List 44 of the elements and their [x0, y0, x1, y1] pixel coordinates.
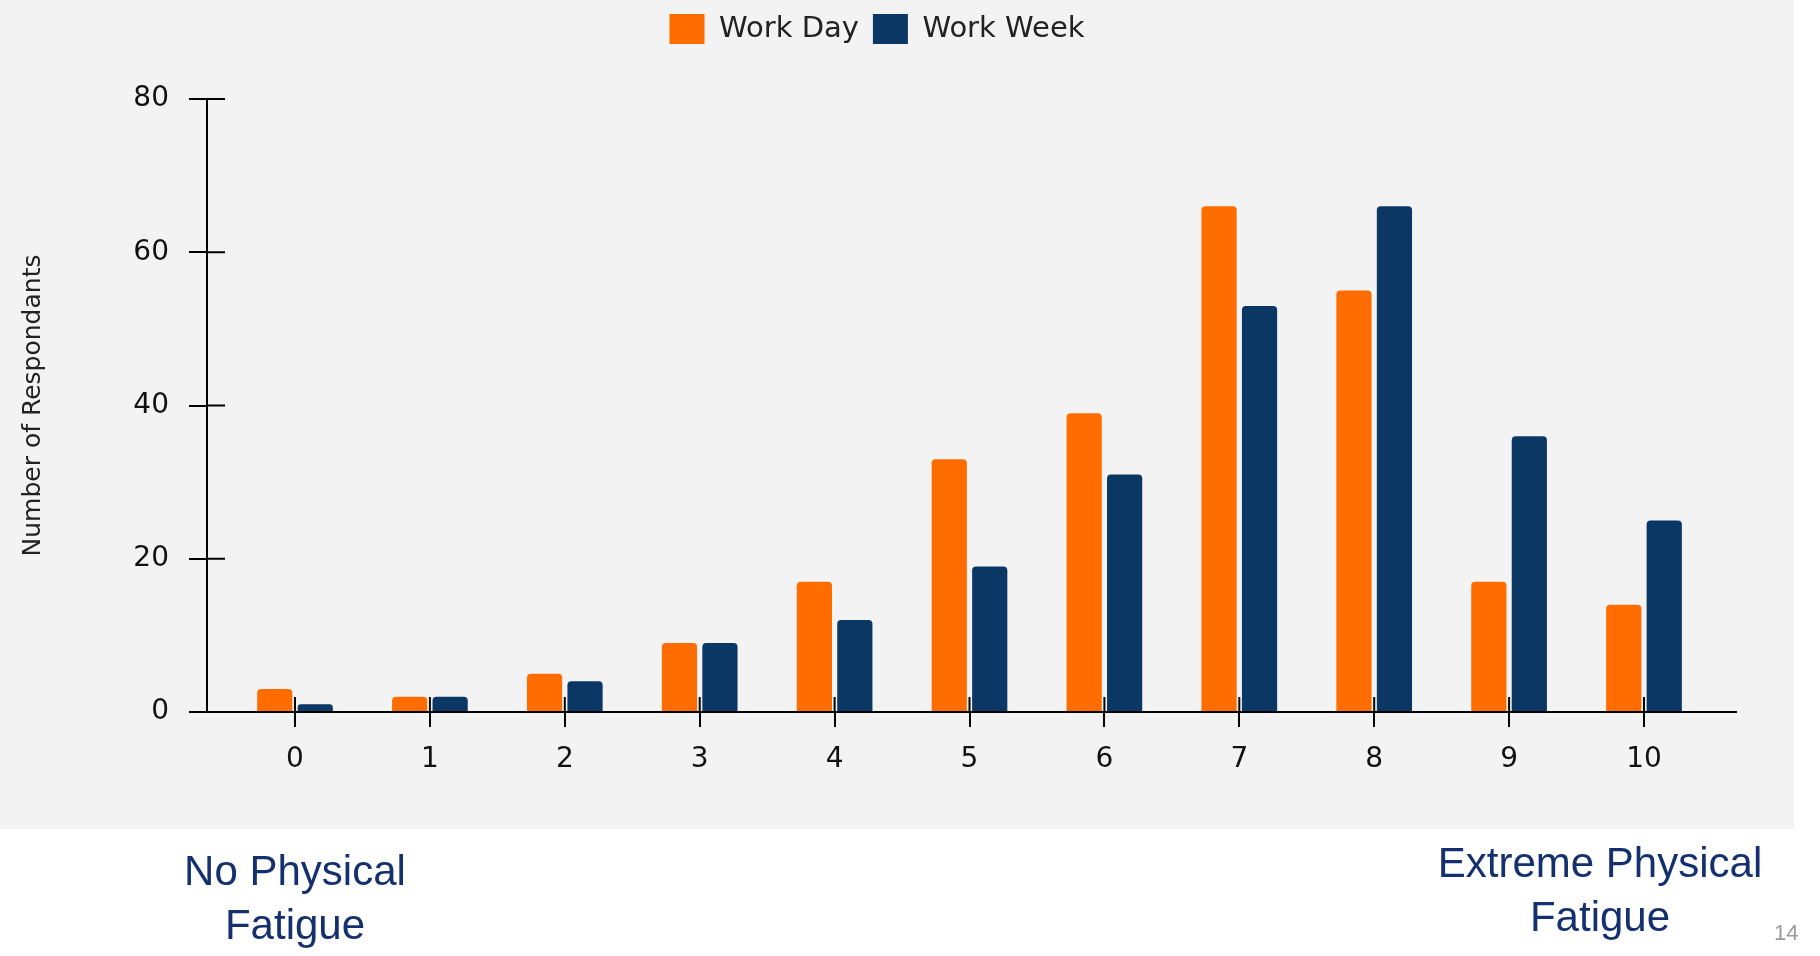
bar	[567, 681, 603, 711]
bar	[257, 689, 293, 711]
bar	[972, 566, 1008, 711]
x-tick-label: 3	[690, 741, 709, 775]
bar	[1107, 474, 1143, 711]
x-tick-label: 0	[286, 741, 304, 775]
bar	[1511, 436, 1547, 711]
bar	[1376, 206, 1413, 711]
bar	[931, 459, 967, 711]
bar	[392, 696, 428, 711]
bar	[837, 620, 873, 711]
bar	[1471, 581, 1507, 711]
bar	[1336, 290, 1372, 711]
bar	[1646, 520, 1682, 711]
x-tick-label: 4	[825, 741, 844, 775]
x-tick-label: 7	[1230, 741, 1249, 775]
x-tick-label: 5	[960, 741, 979, 775]
x-tick-label: 2	[555, 741, 574, 775]
bar	[796, 581, 832, 711]
x-tick-label: 8	[1365, 741, 1384, 775]
x-tick-label: 10	[1626, 741, 1662, 775]
y-tick-label: 80	[133, 80, 169, 114]
bar	[1066, 413, 1102, 711]
bar	[297, 704, 333, 711]
y-tick-label: 20	[133, 540, 169, 574]
bar	[1201, 206, 1237, 711]
y-tick-label: 60	[133, 233, 169, 267]
bar	[702, 643, 738, 711]
legend-label: Work Week	[922, 9, 1085, 44]
bar	[1241, 305, 1278, 711]
bar	[526, 673, 563, 711]
y-axis-title: Number of Respondants	[16, 254, 46, 557]
x-tick-label: 9	[1500, 741, 1519, 775]
y-tick-label: 40	[133, 386, 169, 420]
x-tick-label: 6	[1095, 741, 1114, 775]
text: 14	[1774, 920, 1799, 946]
bar	[1606, 604, 1642, 711]
bar	[661, 643, 698, 711]
text: No Physical Fatigue	[183, 846, 407, 950]
x-tick-label: 1	[420, 741, 439, 775]
text: Extreme Physical Fatigue	[1436, 838, 1764, 942]
bar	[432, 696, 468, 711]
y-tick-label: 0	[151, 693, 169, 727]
legend-label: Work Day	[718, 9, 859, 44]
